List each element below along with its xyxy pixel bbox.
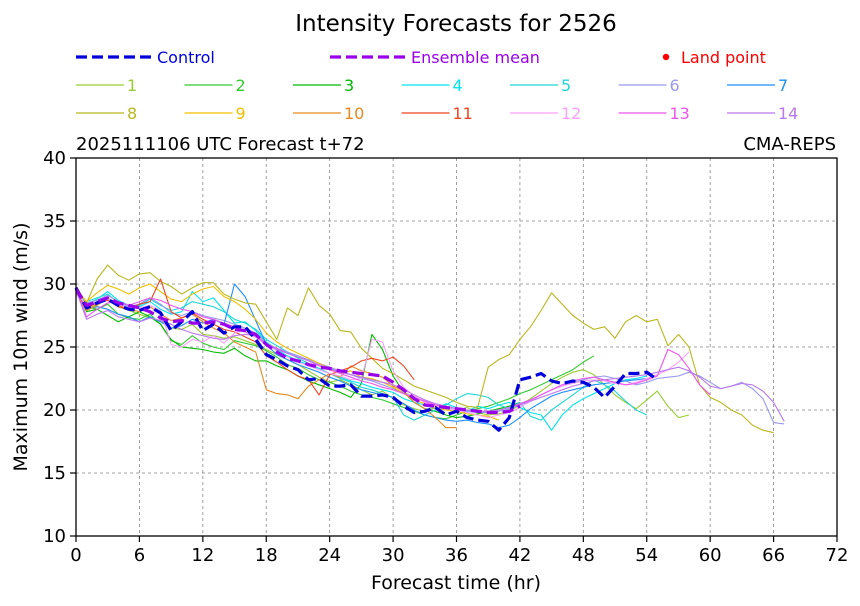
x-axis-label: Forecast time (hr) (371, 572, 541, 594)
legend-label-member-11: 11 (453, 104, 473, 123)
axis-ticks: 0 6 12 18 24 30 36 42 48 54 60 66 72 10 15 20 25 30 35 40 (43, 148, 848, 566)
series-line-1 (75, 290, 690, 419)
x-tick-label: 0 (70, 545, 81, 566)
series-line-5 (75, 291, 648, 421)
legend-label-member-2: 2 (236, 76, 246, 95)
x-tick-label: 72 (826, 545, 849, 566)
legend-label-member-12: 12 (561, 104, 581, 123)
y-tick-label: 35 (43, 211, 66, 232)
legend-label-member-3: 3 (344, 76, 354, 95)
x-tick-label: 60 (699, 545, 722, 566)
series-group (74, 264, 785, 434)
x-tick-label: 66 (762, 545, 785, 566)
chart-title: Intensity Forecasts for 2526 (295, 11, 617, 37)
series-line-12 (75, 290, 690, 419)
x-tick-label: 30 (382, 545, 405, 566)
legend-label-ensemble-mean: Ensemble mean (411, 48, 540, 67)
legend-label-member-14: 14 (778, 104, 798, 123)
legend-label-member-4: 4 (453, 76, 463, 95)
x-tick-label: 24 (318, 545, 341, 566)
y-tick-label: 10 (43, 526, 66, 547)
series-line-control (74, 287, 659, 432)
x-tick-label: 48 (572, 545, 595, 566)
x-tick-label: 6 (134, 545, 145, 566)
grid (76, 158, 837, 536)
legend-label-member-1: 1 (127, 76, 137, 95)
legend-label-member-6: 6 (670, 76, 680, 95)
model-label: CMA-REPS (743, 134, 836, 155)
series-line-4 (75, 288, 647, 431)
y-tick-label: 15 (43, 463, 66, 484)
series-line-14 (75, 290, 785, 422)
forecast-init-label: 2025111106 UTC Forecast t+72 (76, 134, 365, 155)
series-line-10 (75, 292, 457, 429)
x-tick-label: 42 (508, 545, 531, 566)
y-tick-label: 20 (43, 400, 66, 421)
legend-label-control: Control (157, 48, 215, 67)
legend-label-land-point: Land point (681, 48, 766, 67)
series-line-ensemble-mean (74, 288, 521, 415)
legend-label-member-10: 10 (344, 104, 364, 123)
legend-label-member-9: 9 (236, 104, 246, 123)
x-tick-label: 18 (255, 545, 278, 566)
y-tick-label: 25 (43, 337, 66, 358)
x-tick-label: 36 (445, 545, 468, 566)
y-axis-label: Maximum 10m wind (m/s) (10, 223, 32, 472)
y-tick-label: 30 (43, 274, 66, 295)
x-tick-label: 54 (635, 545, 658, 566)
legend-label-member-8: 8 (127, 104, 137, 123)
series-line-8 (75, 264, 774, 434)
legend-label-member-7: 7 (778, 76, 788, 95)
x-tick-label: 12 (191, 545, 214, 566)
y-tick-label: 40 (43, 148, 66, 169)
legend-label-member-13: 13 (670, 104, 690, 123)
legend-label-member-5: 5 (561, 76, 571, 95)
legend-marker-land-point (662, 53, 670, 61)
